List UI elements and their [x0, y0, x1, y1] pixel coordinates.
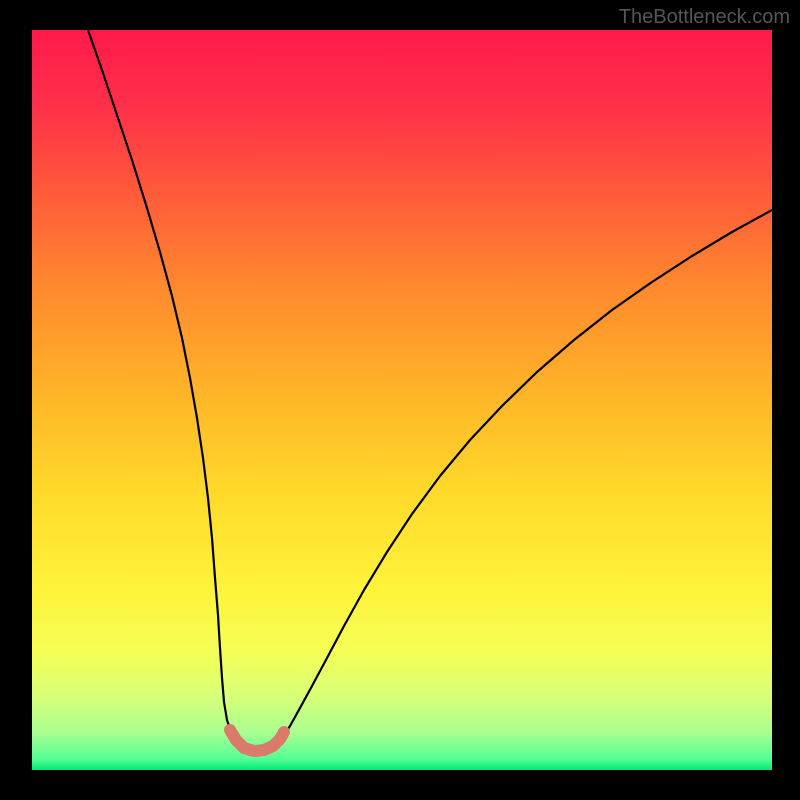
watermark-text: TheBottleneck.com [619, 6, 790, 29]
valley-marker [230, 730, 284, 751]
plot-area [32, 30, 772, 770]
figure-root: TheBottleneck.com [0, 0, 800, 800]
bottleneck-curve [88, 30, 772, 750]
curve-layer [32, 30, 772, 770]
